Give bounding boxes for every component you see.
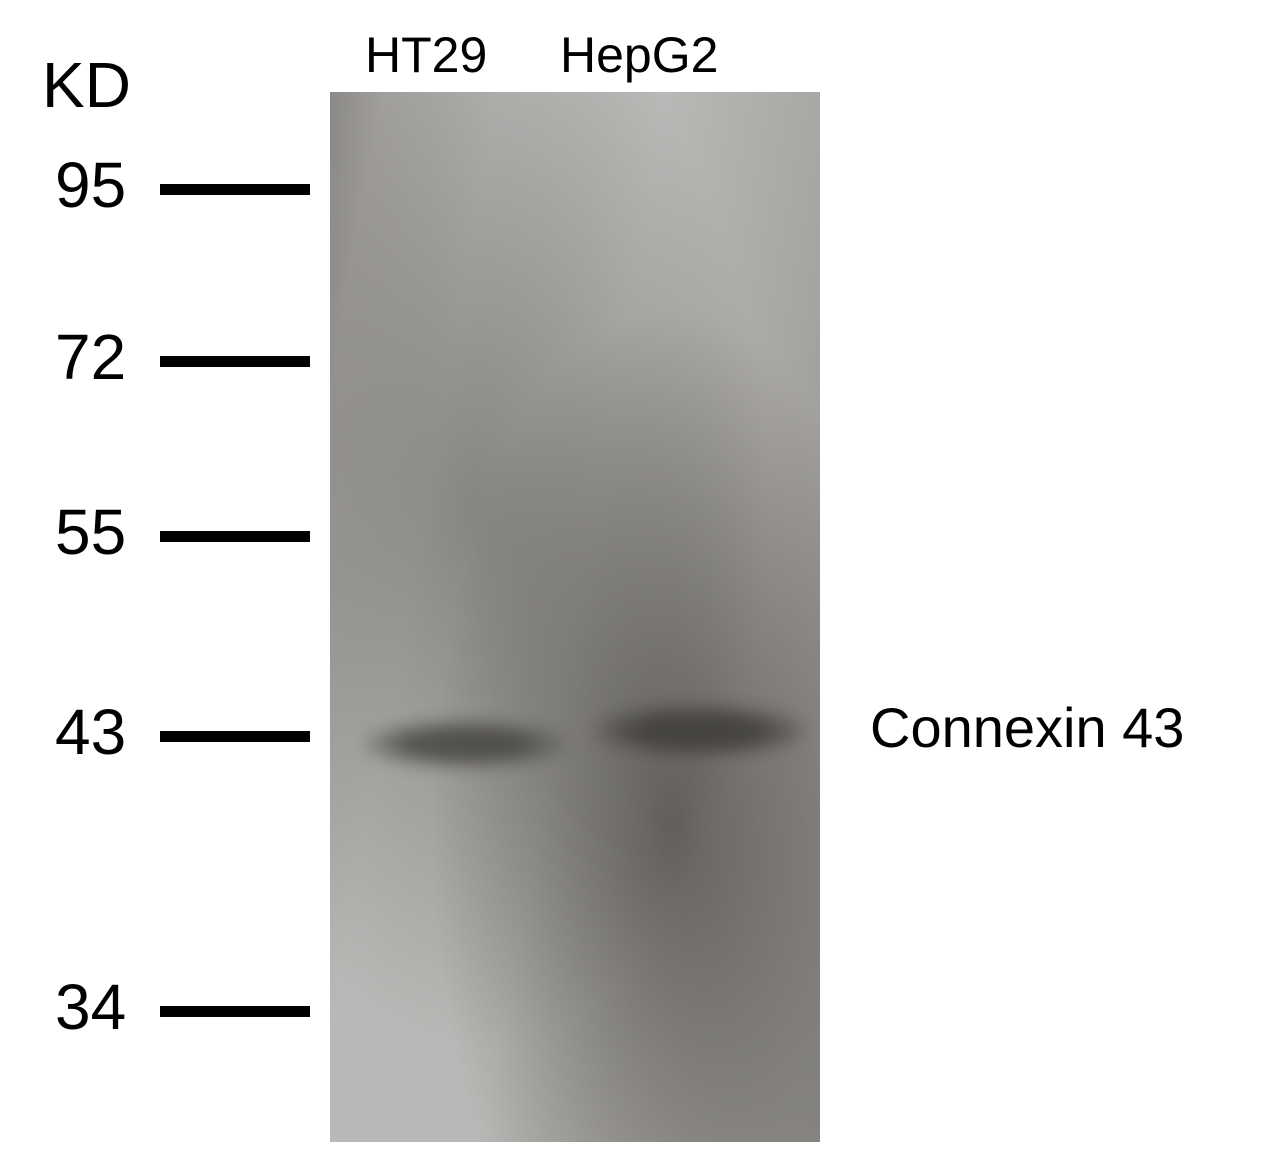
western-blot-figure: KD 95 72 55 43 34 HT29 HepG2 Connexin 43 [0,0,1280,1166]
marker-tick-1 [160,356,310,367]
marker-label-2: 55 [55,495,126,569]
marker-label-1: 72 [55,320,126,394]
unit-label: KD [42,48,131,122]
marker-tick-0 [160,184,310,195]
blot-background [330,92,820,1142]
marker-label-3: 43 [55,695,126,769]
marker-tick-4 [160,1006,310,1017]
lane-label-0: HT29 [365,26,487,84]
marker-tick-2 [160,531,310,542]
marker-tick-3 [160,731,310,742]
marker-label-4: 34 [55,970,126,1044]
marker-label-0: 95 [55,148,126,222]
protein-label: Connexin 43 [870,695,1184,760]
lane-label-1: HepG2 [560,26,718,84]
blot-membrane [330,92,820,1142]
band-lane-1 [595,705,805,757]
band-lane-0 [365,720,565,768]
